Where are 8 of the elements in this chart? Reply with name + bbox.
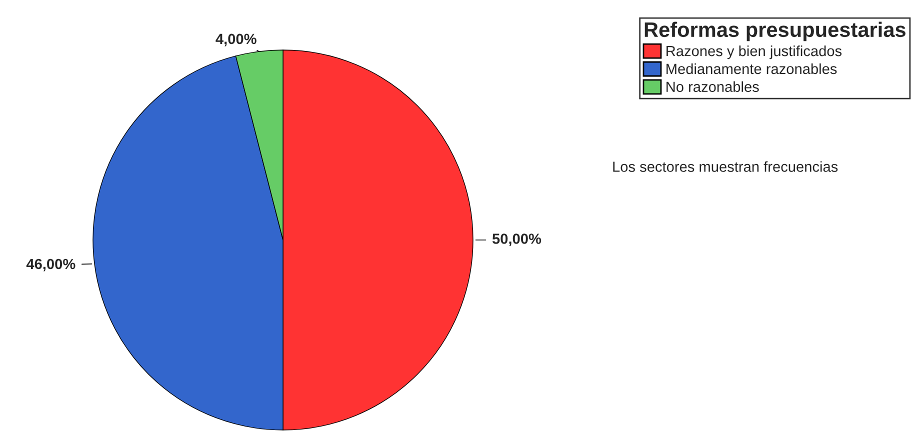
text: Los sectores muestran frecuencias	[613, 161, 838, 172]
legend-label: Medianamente razonables	[666, 63, 837, 74]
data-label: 4,00%	[216, 34, 256, 46]
data-label: 46,00%	[26, 258, 76, 272]
legend-label: Razones y bien justificados	[666, 45, 842, 60]
legend-label: No razonables	[666, 81, 759, 92]
legend-title: Reformas presupuestarias	[644, 22, 906, 42]
data-label: 50,00%	[492, 234, 542, 246]
